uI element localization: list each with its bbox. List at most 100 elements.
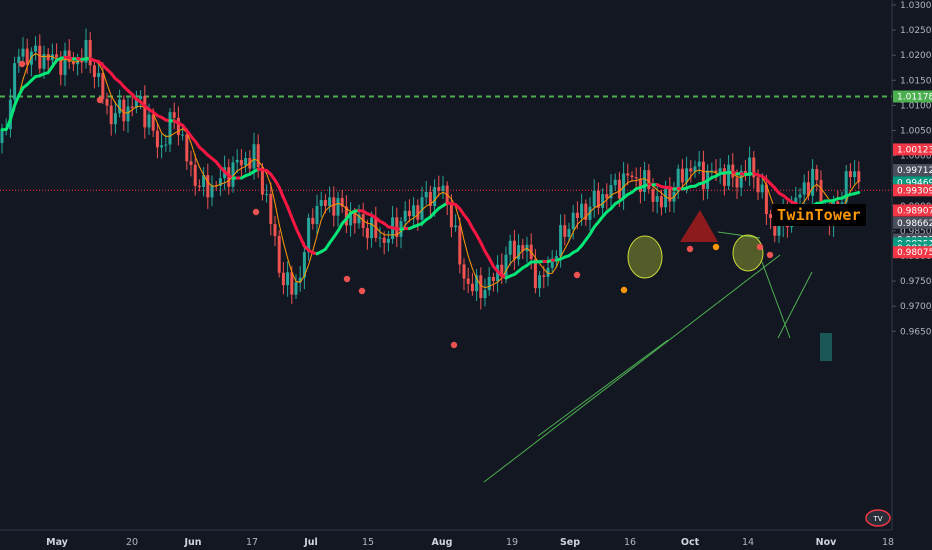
candle-body bbox=[437, 187, 441, 191]
peak-triangle bbox=[680, 210, 718, 242]
candle-body bbox=[231, 162, 235, 187]
x-tick-label: 18 bbox=[882, 537, 894, 548]
candle-body bbox=[735, 177, 739, 188]
y-tick-label: 1.01000 bbox=[900, 101, 932, 111]
candle-body bbox=[319, 200, 323, 207]
candle-body bbox=[638, 178, 642, 192]
svg-text:TV: TV bbox=[872, 515, 882, 523]
candle-body bbox=[25, 48, 29, 65]
candle-body bbox=[210, 185, 214, 198]
trendlines bbox=[483, 231, 813, 483]
candle-body bbox=[580, 203, 584, 218]
candle-body bbox=[76, 57, 80, 65]
candle-body bbox=[433, 187, 437, 207]
x-tick-label: 17 bbox=[246, 537, 258, 548]
candle-body bbox=[617, 179, 621, 199]
candle-body bbox=[382, 237, 386, 243]
price-label-badge bbox=[893, 246, 932, 259]
time-axis[interactable]: May 20 Jun 17 Jul 15 Aug 19 Sep 16 Oct 14 Nov 18 bbox=[46, 537, 894, 548]
candle-body bbox=[689, 168, 693, 172]
candle-body bbox=[752, 157, 756, 178]
candle-body bbox=[806, 182, 810, 196]
candle-body bbox=[386, 238, 390, 243]
candle-body bbox=[218, 178, 222, 186]
candle-body bbox=[235, 159, 239, 163]
candle-body bbox=[668, 188, 672, 202]
x-tick-label: Jun bbox=[183, 537, 201, 548]
x-tick-label: Jul bbox=[303, 537, 318, 548]
candle-body bbox=[647, 170, 651, 190]
candle-body bbox=[340, 197, 344, 207]
slow-moving-average-segment bbox=[479, 241, 487, 253]
y-tick-label: 0.96500 bbox=[900, 327, 932, 337]
price-label-text: 0.99309 bbox=[897, 186, 932, 196]
x-tick-label: Sep bbox=[560, 537, 580, 548]
candle-body bbox=[508, 240, 512, 255]
price-label-text: 0.99712 bbox=[897, 166, 932, 176]
candle-body bbox=[143, 96, 147, 128]
candle-body bbox=[748, 157, 752, 176]
candle-body bbox=[277, 236, 281, 273]
candle-body bbox=[483, 290, 487, 299]
neutral-signal-dot bbox=[712, 243, 720, 251]
candle-body bbox=[605, 194, 609, 199]
slow-moving-average-segment bbox=[13, 94, 21, 107]
candle-body bbox=[546, 267, 550, 277]
candle-body bbox=[172, 112, 176, 118]
candle-body bbox=[659, 196, 663, 208]
candle-body bbox=[601, 194, 605, 208]
sell-signal-dot bbox=[766, 251, 774, 259]
x-tick-label: Oct bbox=[681, 537, 700, 548]
x-tick-label: Aug bbox=[432, 537, 453, 548]
candle-body bbox=[139, 96, 143, 100]
y-tick-label: 1.02500 bbox=[900, 26, 932, 36]
price-label-badge bbox=[893, 164, 932, 177]
sell-signal-dot bbox=[18, 60, 26, 68]
candle-body bbox=[273, 224, 277, 237]
candle-body bbox=[643, 170, 647, 192]
candle-body bbox=[676, 168, 680, 192]
candle-body bbox=[265, 193, 269, 195]
inner-trendline bbox=[537, 339, 669, 437]
candle-body bbox=[466, 278, 470, 284]
price-axis[interactable]: 1.03000 1.02500 1.02000 1.01500 1.01000 1.005… bbox=[0, 0, 932, 531]
candle-body bbox=[722, 168, 726, 186]
candle-body bbox=[512, 240, 516, 260]
candle-body bbox=[487, 276, 491, 291]
candle-body bbox=[567, 229, 571, 237]
slow-moving-average-segment bbox=[853, 190, 861, 196]
candle-body bbox=[290, 272, 294, 295]
candle-body bbox=[491, 276, 495, 282]
candle-body bbox=[718, 168, 722, 173]
candle-body bbox=[420, 197, 424, 220]
candle-body bbox=[815, 169, 819, 180]
candle-body bbox=[470, 283, 474, 292]
candle-body bbox=[168, 112, 172, 145]
grid-lines bbox=[0, 95, 892, 191]
candle-body bbox=[853, 171, 857, 178]
candle-body bbox=[819, 179, 823, 215]
x-tick-label: Nov bbox=[816, 537, 837, 548]
candle-body bbox=[307, 217, 311, 253]
x-tick-label: 16 bbox=[624, 537, 636, 548]
candle-body bbox=[370, 217, 374, 239]
x-tick-label: 20 bbox=[126, 537, 138, 548]
candle-body bbox=[105, 99, 109, 106]
candle-body bbox=[571, 212, 575, 230]
candlesticks bbox=[0, 28, 861, 310]
candle-body bbox=[130, 106, 134, 108]
candle-body bbox=[92, 65, 96, 77]
twintower-label: TwinTower bbox=[772, 204, 866, 226]
y-tick-label: 1.03000 bbox=[900, 1, 932, 11]
candle-body bbox=[109, 105, 113, 125]
slow-moving-average-segment bbox=[298, 235, 306, 248]
price-label-badge bbox=[893, 143, 932, 156]
candle-body bbox=[357, 214, 361, 224]
price-label-text: 0.98907 bbox=[897, 206, 932, 216]
recovery-trendline bbox=[777, 271, 813, 339]
candle-body bbox=[17, 56, 21, 64]
candle-body bbox=[664, 188, 668, 208]
candle-body bbox=[592, 190, 596, 207]
